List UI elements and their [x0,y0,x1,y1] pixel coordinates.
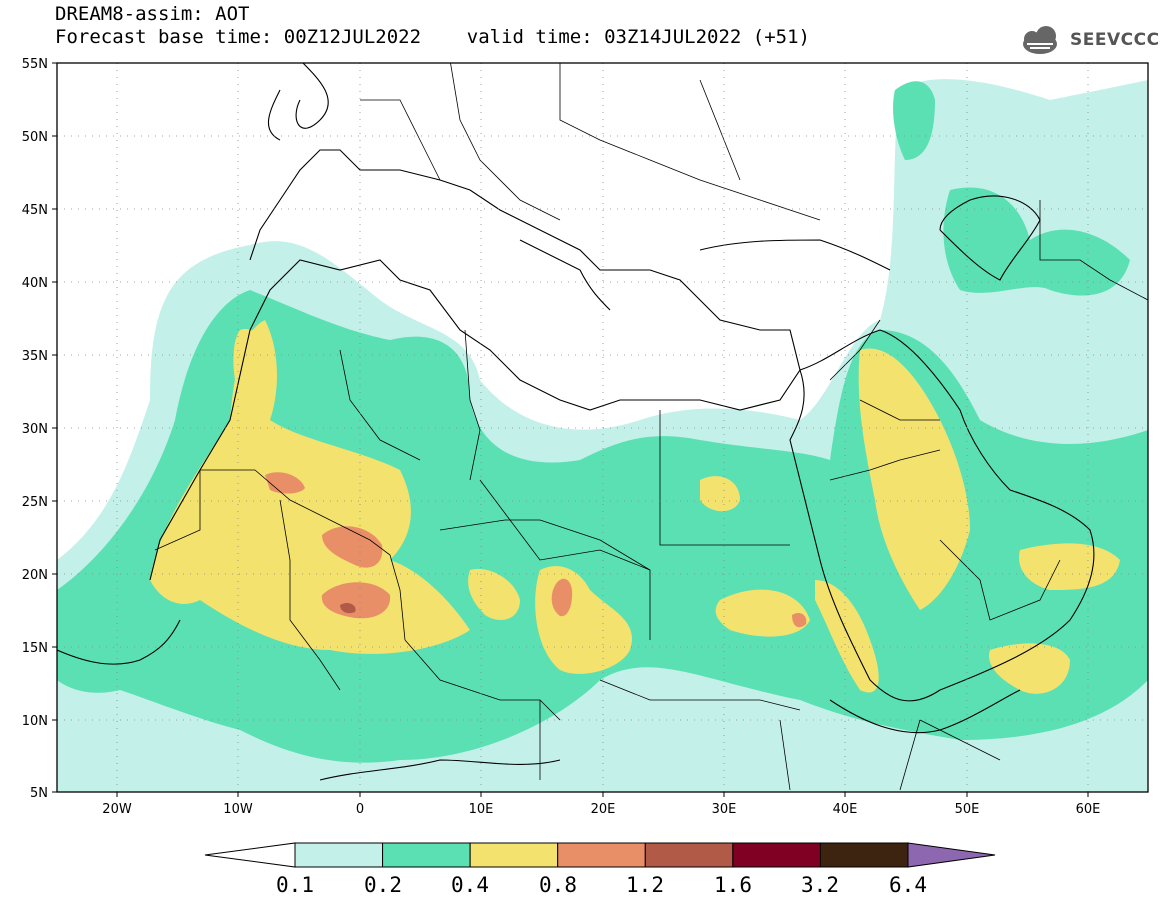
lat-label: 5N [30,786,48,801]
latitude-labels: 55N 50N 45N 40N 35N 30N 25N 20N 15N 10N … [22,57,48,801]
map-title: DREAM8-assim: AOT [55,3,250,25]
seevccc-logo [1023,26,1057,54]
aot-band-0.4-east [715,589,810,637]
aot-band-1.2 [340,602,356,614]
aot-band-0.4-west [150,320,470,654]
country-borders [154,63,1148,791]
lon-label: 50E [955,802,980,817]
lat-label: 50N [22,130,48,145]
aot-band-0.2-c [943,187,1130,296]
lat-label: 10N [22,714,48,729]
lat-label: 20N [22,568,48,583]
aot-band-0.4-c3 [700,476,740,512]
aot-band-0.4-gulf-aden [989,643,1070,694]
lon-label: 40E [833,802,858,817]
lon-label: 60E [1076,802,1101,817]
aot-band-0.8-a [265,472,305,494]
cloud-icon [1023,26,1057,54]
lat-label: 35N [22,349,48,364]
lon-label: 20E [591,802,616,817]
lon-label: 10E [469,802,494,817]
graticule [57,63,1148,792]
lon-label: 20W [102,802,132,817]
lat-label: 25N [22,495,48,510]
lon-label: 30E [712,802,737,817]
aot-band-0.8-b [322,526,383,568]
aot-band-0.4-oman [1019,543,1120,590]
aot-field [57,79,1148,792]
axis-ticks [52,62,1089,797]
lat-label: 15N [22,641,48,656]
aot-band-0.8-d [551,578,573,617]
lon-label: 0 [356,802,364,817]
lat-label: 45N [22,203,48,218]
lon-label: 10W [223,802,253,817]
lat-label: 40N [22,276,48,291]
coastlines [57,63,1095,781]
aot-band-0.4-arabia [858,348,970,610]
aot-band-0.2-b [893,81,935,160]
forecast-time-line: Forecast base time: 00Z12JUL2022 valid t… [55,26,810,48]
logo-text: SEEVCCC [1070,30,1160,50]
longitude-labels: 20W 10W 0 10E 20E 30E 40E 50E 60E [102,802,1100,817]
lat-label: 30N [22,422,48,437]
lat-label: 55N [22,57,48,72]
aot-band-0.8-e [792,613,807,628]
aot-band-0.8-c [321,582,391,619]
aot-band-0.4-nw [233,329,266,394]
